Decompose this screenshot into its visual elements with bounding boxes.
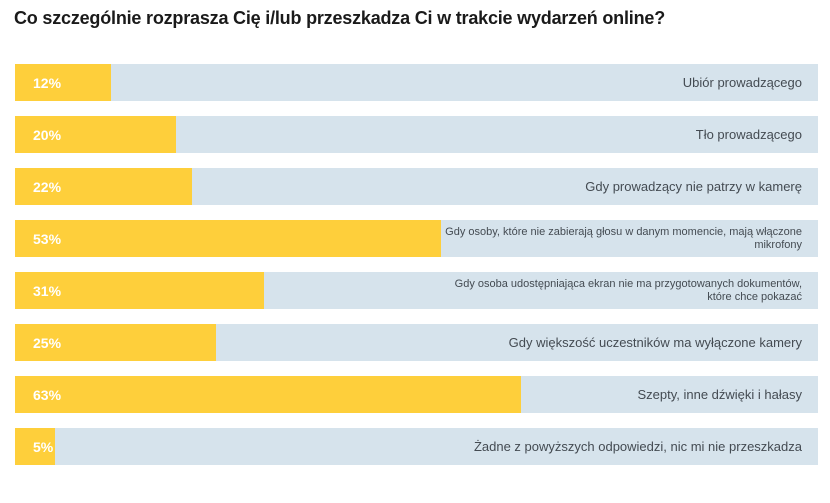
bar-row: 63% Szepty, inne dźwięki i hałasy xyxy=(15,376,818,413)
bar-value-label: 22% xyxy=(33,178,62,195)
bar-row: 25% Gdy większość uczestników ma wyłączon… xyxy=(15,324,818,361)
bar xyxy=(15,428,56,465)
bar-chart: 12% Ubiór prowadzącego 20% Tło prowadzącego… xyxy=(15,64,818,480)
bar-value-label: 31% xyxy=(33,282,62,299)
bar-row: 22% Gdy prowadzący nie patrzy w kamerę xyxy=(15,168,818,205)
bar-row: 20% Tło prowadzącego xyxy=(15,116,818,153)
bar xyxy=(15,220,441,257)
bar-value-label: 25% xyxy=(33,334,62,351)
category-label: Gdy osoba udostępniająca ekran nie ma pr… xyxy=(454,277,802,303)
bar-value-label: 20% xyxy=(33,126,62,143)
category-label: Gdy osoby, które nie zabierają głosu w d… xyxy=(445,225,802,251)
chart-title: Co szczególnie rozprasza Cię i/lub przes… xyxy=(14,8,665,28)
bar xyxy=(15,324,216,361)
bar xyxy=(15,376,521,413)
bar xyxy=(15,168,192,205)
category-label: Gdy większość uczestników ma wyłączone k… xyxy=(508,334,802,350)
bar-row: 12% Ubiór prowadzącego xyxy=(15,64,818,101)
bar-row: 31% Gdy osoba udostępniająca ekran nie ma… xyxy=(15,272,818,309)
category-label: Szepty, inne dźwięki i hałasy xyxy=(637,386,802,402)
bar-value-label: 63% xyxy=(33,386,62,403)
bar-value-label: 5% xyxy=(33,438,54,455)
bar xyxy=(15,116,176,153)
category-label: Tło prowadzącego xyxy=(695,126,802,142)
bar xyxy=(15,64,112,101)
bar-row: 53% Gdy osoby, które nie zabierają głosu … xyxy=(15,220,818,257)
bar-value-label: 53% xyxy=(33,230,62,247)
bar-row: 5% Żadne z powyższych odpowiedzi, nic mi … xyxy=(15,428,818,465)
bar xyxy=(15,272,264,309)
bar-value-label: 12% xyxy=(33,74,62,91)
category-label: Gdy prowadzący nie patrzy w kamerę xyxy=(585,178,802,194)
category-label: Ubiór prowadzącego xyxy=(682,74,802,90)
category-label: Żadne z powyższych odpowiedzi, nic mi ni… xyxy=(473,438,802,454)
